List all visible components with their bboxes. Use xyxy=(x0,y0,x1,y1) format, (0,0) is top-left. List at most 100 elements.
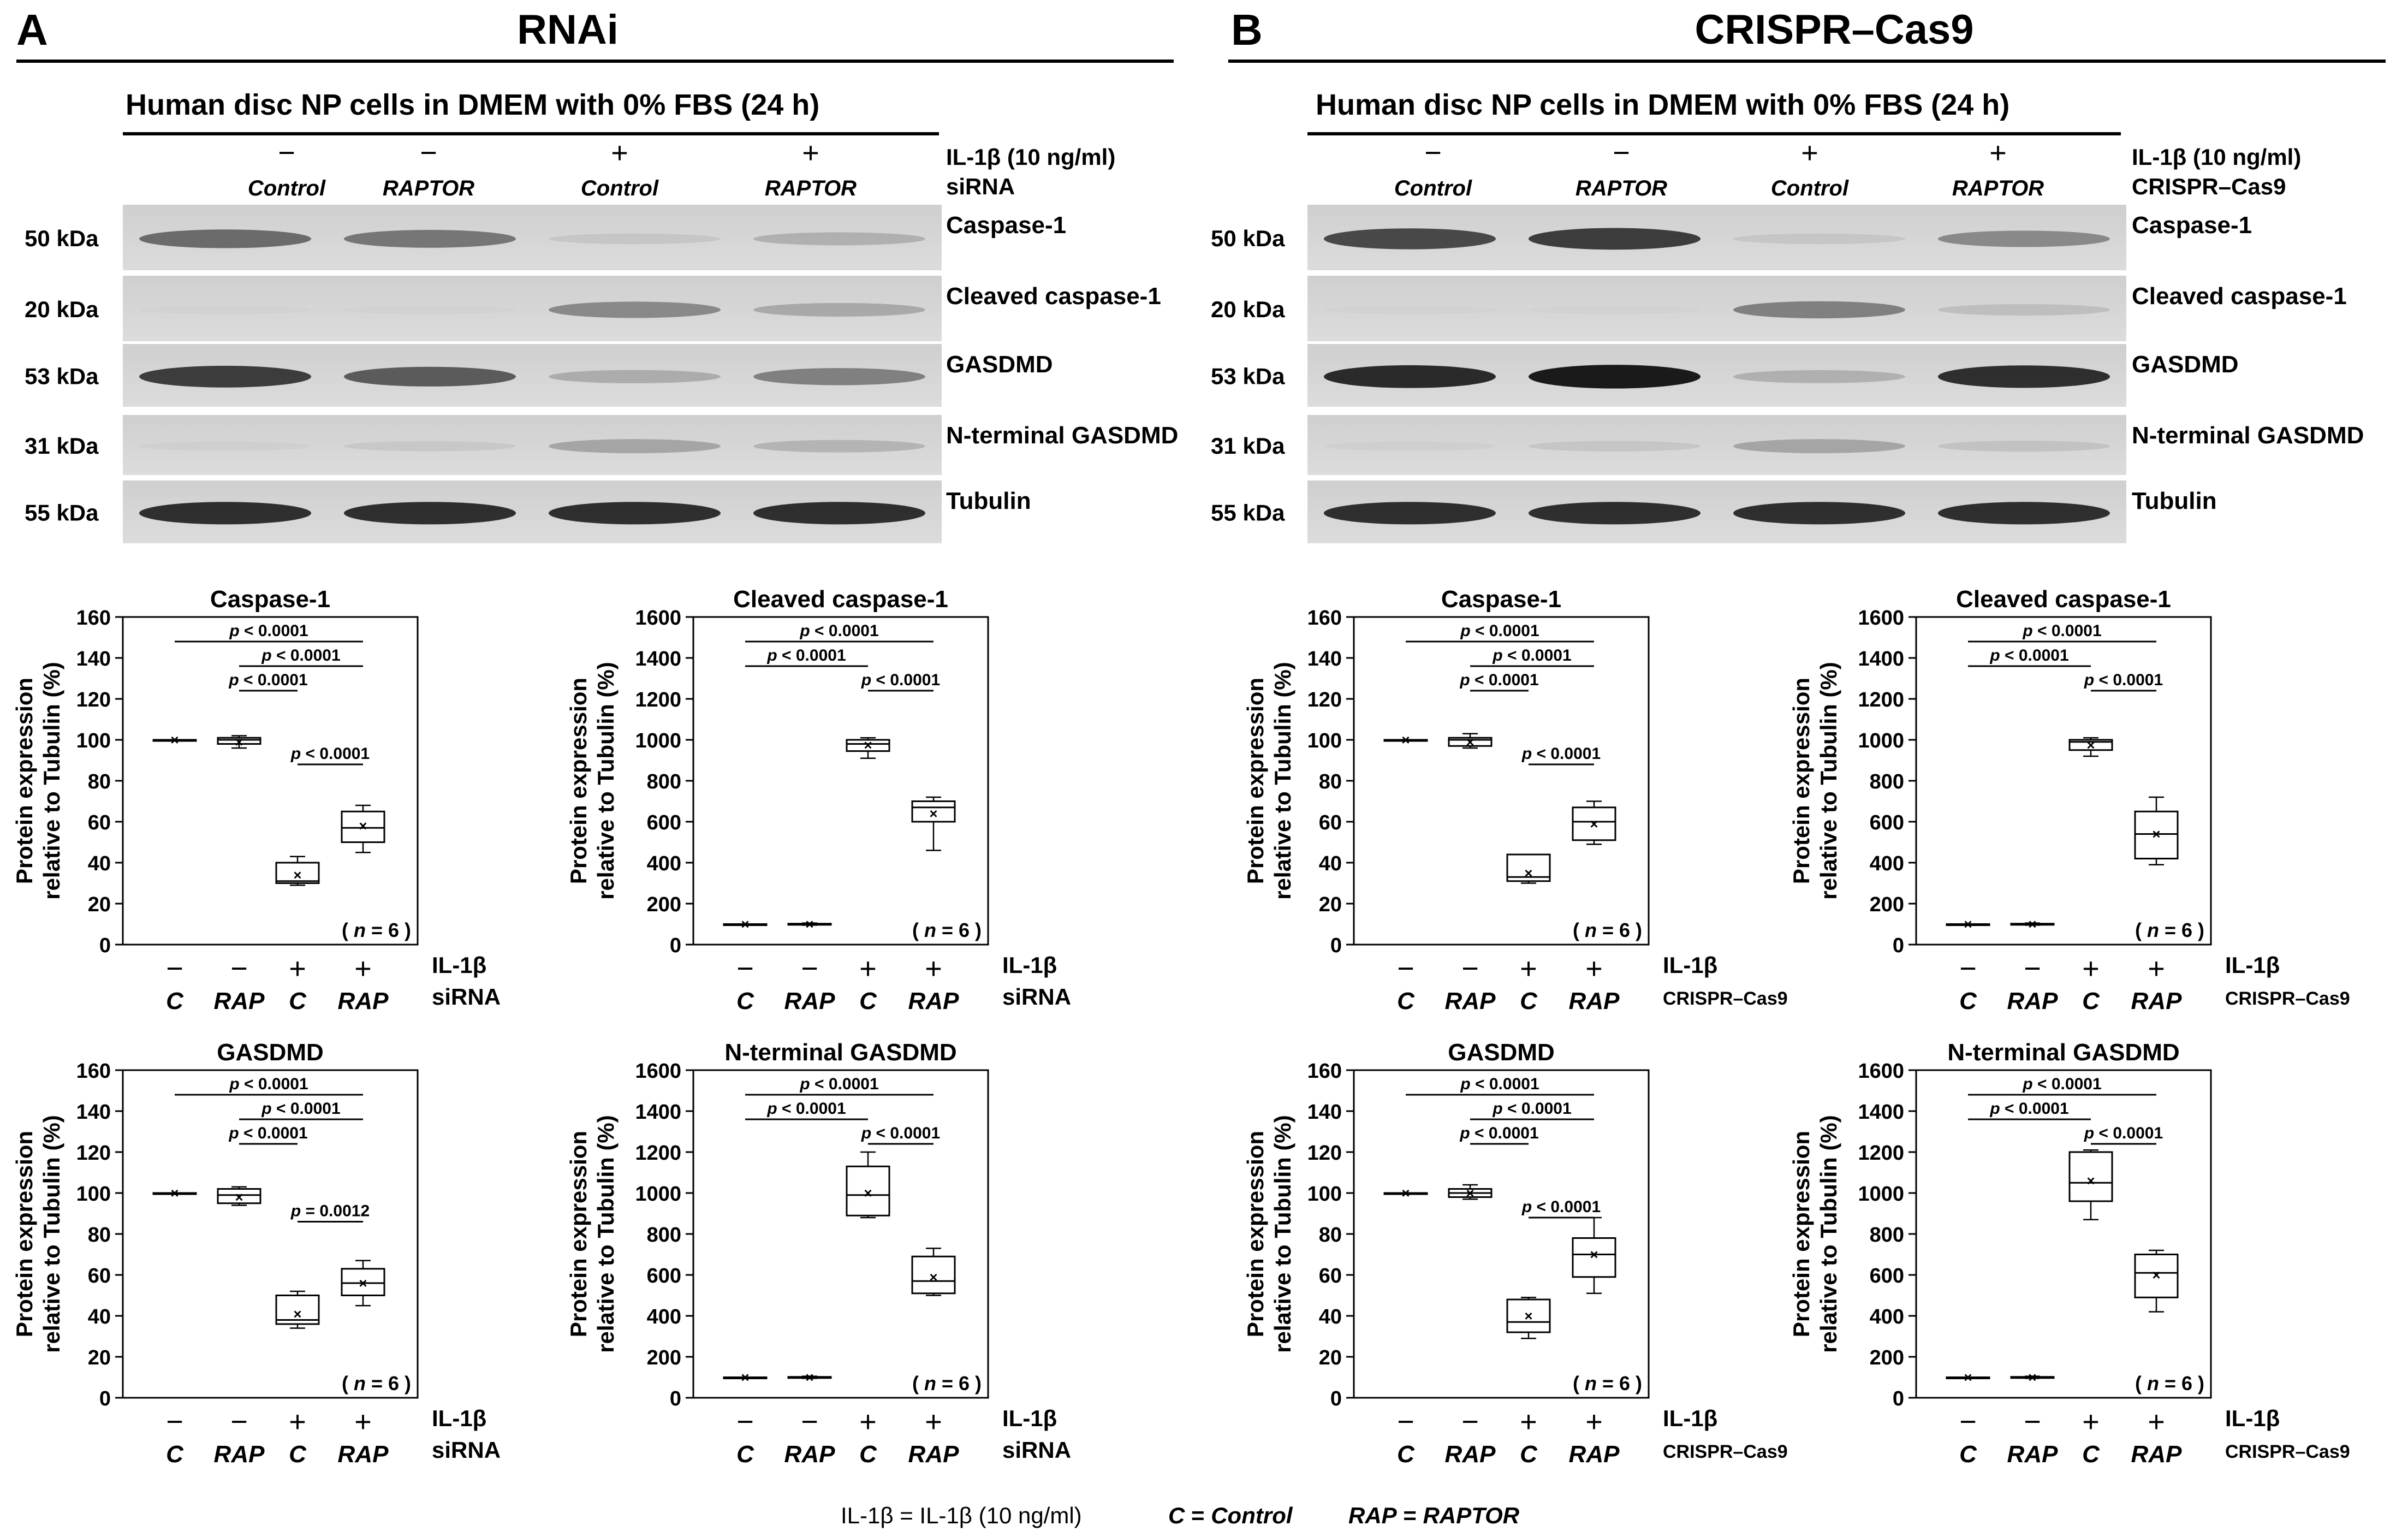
y-tick-label: 140 xyxy=(76,1101,111,1124)
box-plot-mark: × xyxy=(1572,1216,1616,1294)
y-axis-label: Protein expression xyxy=(1788,678,1814,884)
box-mean-marker: × xyxy=(235,1189,243,1206)
text-part: = 6 ) xyxy=(936,919,982,941)
lane-group: RAPTOR xyxy=(1575,176,1667,200)
x-il1b-sign: − xyxy=(1461,1405,1479,1438)
box-mean-marker: × xyxy=(1466,734,1474,750)
box-plot-mark: × xyxy=(2134,796,2179,865)
x-row-label-method: siRNA xyxy=(432,1437,501,1463)
box-plot-mark: × xyxy=(787,1369,832,1386)
p-value-label: p < 0.0001 xyxy=(1492,1100,1571,1118)
x-group-label: C xyxy=(1520,1441,1538,1468)
blot-band xyxy=(1324,305,1496,314)
y-tick-label: 40 xyxy=(1319,852,1342,875)
box-chart: Caspase-1 0 20 40 60 80 100 120 140 160 Protein ex… xyxy=(1242,586,1788,1014)
y-tick-label: 1200 xyxy=(1858,689,1904,711)
text-part: Control xyxy=(1211,1503,1293,1528)
text-part: p xyxy=(1989,1100,2000,1118)
western-blot-row: 53 kDa GASDMD xyxy=(1211,344,2239,407)
text-part: = xyxy=(1397,1503,1423,1528)
blot-kda: 20 kDa xyxy=(25,296,99,322)
box-mean-marker: × xyxy=(929,1269,937,1285)
p-value-label: p < 0.0001 xyxy=(228,1124,307,1142)
y-tick-label: 1600 xyxy=(1858,607,1904,630)
blot-band xyxy=(1733,233,1905,245)
blot-band xyxy=(139,441,311,451)
blot-kda: 53 kDa xyxy=(1211,364,1285,389)
text-part: p xyxy=(228,671,239,689)
text-part: p xyxy=(261,646,271,664)
p-value-label: p < 0.0001 xyxy=(766,646,846,664)
y-tick-label: 400 xyxy=(1870,1305,1904,1328)
text-part: n xyxy=(2147,1372,2159,1394)
box-mean-marker: × xyxy=(1401,732,1410,748)
y-tick-label: 80 xyxy=(1319,770,1342,793)
text-part: < 0.0001 xyxy=(810,1075,879,1093)
text-part: p xyxy=(290,1202,301,1220)
x-group-label: RAP xyxy=(1445,1441,1496,1468)
p-value-label: p < 0.0001 xyxy=(1521,745,1601,763)
x-group-label: RAP xyxy=(908,988,960,1014)
y-axis-label: Protein expression xyxy=(11,678,37,884)
x-group-label: C xyxy=(166,1441,184,1468)
significance-bracket: p < 0.0001 xyxy=(228,1124,308,1145)
x-group-label: RAP xyxy=(338,1441,389,1468)
text-part: p xyxy=(290,745,301,763)
box-mean-marker: × xyxy=(2152,826,2160,842)
y-axis-label: relative to Tubulin (%) xyxy=(1816,662,1841,900)
x-il1b-sign: − xyxy=(801,1405,818,1438)
box-plot-mark: × xyxy=(1383,1185,1428,1201)
p-value-label: p < 0.0001 xyxy=(1460,1075,1539,1093)
blot-band xyxy=(1733,439,1905,454)
text-part: p xyxy=(1989,646,2000,664)
box-mean-marker: × xyxy=(2028,916,2036,933)
x-row-label-method: CRISPR–Cas9 xyxy=(1663,988,1788,1009)
x-il1b-sign: − xyxy=(166,952,183,985)
box-mean-marker: × xyxy=(1524,1308,1532,1324)
y-tick-label: 800 xyxy=(1870,770,1904,793)
x-row-label-method: CRISPR–Cas9 xyxy=(2225,1441,2350,1462)
y-tick-label: 120 xyxy=(1307,689,1342,711)
y-axis-label: Protein expression xyxy=(1788,1131,1814,1337)
sample-size-label: ( n = 6 ) xyxy=(342,919,411,941)
y-tick-label: 1400 xyxy=(1858,1101,1904,1124)
text-part: p xyxy=(2022,1075,2032,1093)
x-group-label: C xyxy=(1959,1441,1977,1468)
significance-bracket: p < 0.0001 xyxy=(2084,671,2163,692)
text-part: n xyxy=(354,919,366,941)
text-part: p xyxy=(799,622,810,640)
text-part: < 0.0001 xyxy=(272,1100,341,1118)
y-tick-label: 80 xyxy=(1319,1224,1342,1247)
western-blot-row: 20 kDa Cleaved caspase-1 xyxy=(1211,276,2347,341)
lane-group: RAPTOR xyxy=(383,176,474,200)
p-value-label: p < 0.0001 xyxy=(1459,1124,1538,1142)
significance-bracket: p < 0.0001 xyxy=(175,1075,363,1096)
y-tick-label: 80 xyxy=(88,1224,111,1247)
text-part: n xyxy=(1585,1372,1597,1394)
y-axis-label: relative to Tubulin (%) xyxy=(1270,1115,1295,1353)
y-tick-label: 1200 xyxy=(635,689,681,711)
lane-il1b-sign: − xyxy=(278,137,295,169)
culture-header: Human disc NP cells in DMEM with 0% FBS … xyxy=(126,88,819,121)
y-tick-label: 1600 xyxy=(635,607,681,630)
lane-il1b-sign: − xyxy=(1424,137,1442,169)
x-group-label: RAP xyxy=(2007,1441,2059,1468)
blot-band xyxy=(753,302,925,317)
box-mean-marker: × xyxy=(1524,865,1532,881)
p-value-label: p < 0.0001 xyxy=(228,671,307,689)
footer-control: C = Control xyxy=(1168,1503,1293,1528)
x-group-label: C xyxy=(736,988,754,1014)
box-plot-mark: × xyxy=(1448,1184,1493,1201)
text-part: p xyxy=(766,1100,777,1118)
y-axis-label: Protein expression xyxy=(11,1131,37,1337)
blot-band xyxy=(549,370,721,383)
text-part: n xyxy=(1585,919,1597,941)
blot-kda: 31 kDa xyxy=(25,433,99,459)
text-part: = 6 ) xyxy=(366,919,411,941)
y-tick-label: 0 xyxy=(1893,934,1904,957)
text-part: < 0.0001 xyxy=(777,646,846,664)
footer-raptor: RAP = RAPTOR xyxy=(1348,1503,1520,1528)
x-row-label-il1b: IL-1β xyxy=(2225,952,2280,978)
blot-kda: 31 kDa xyxy=(1211,433,1285,459)
